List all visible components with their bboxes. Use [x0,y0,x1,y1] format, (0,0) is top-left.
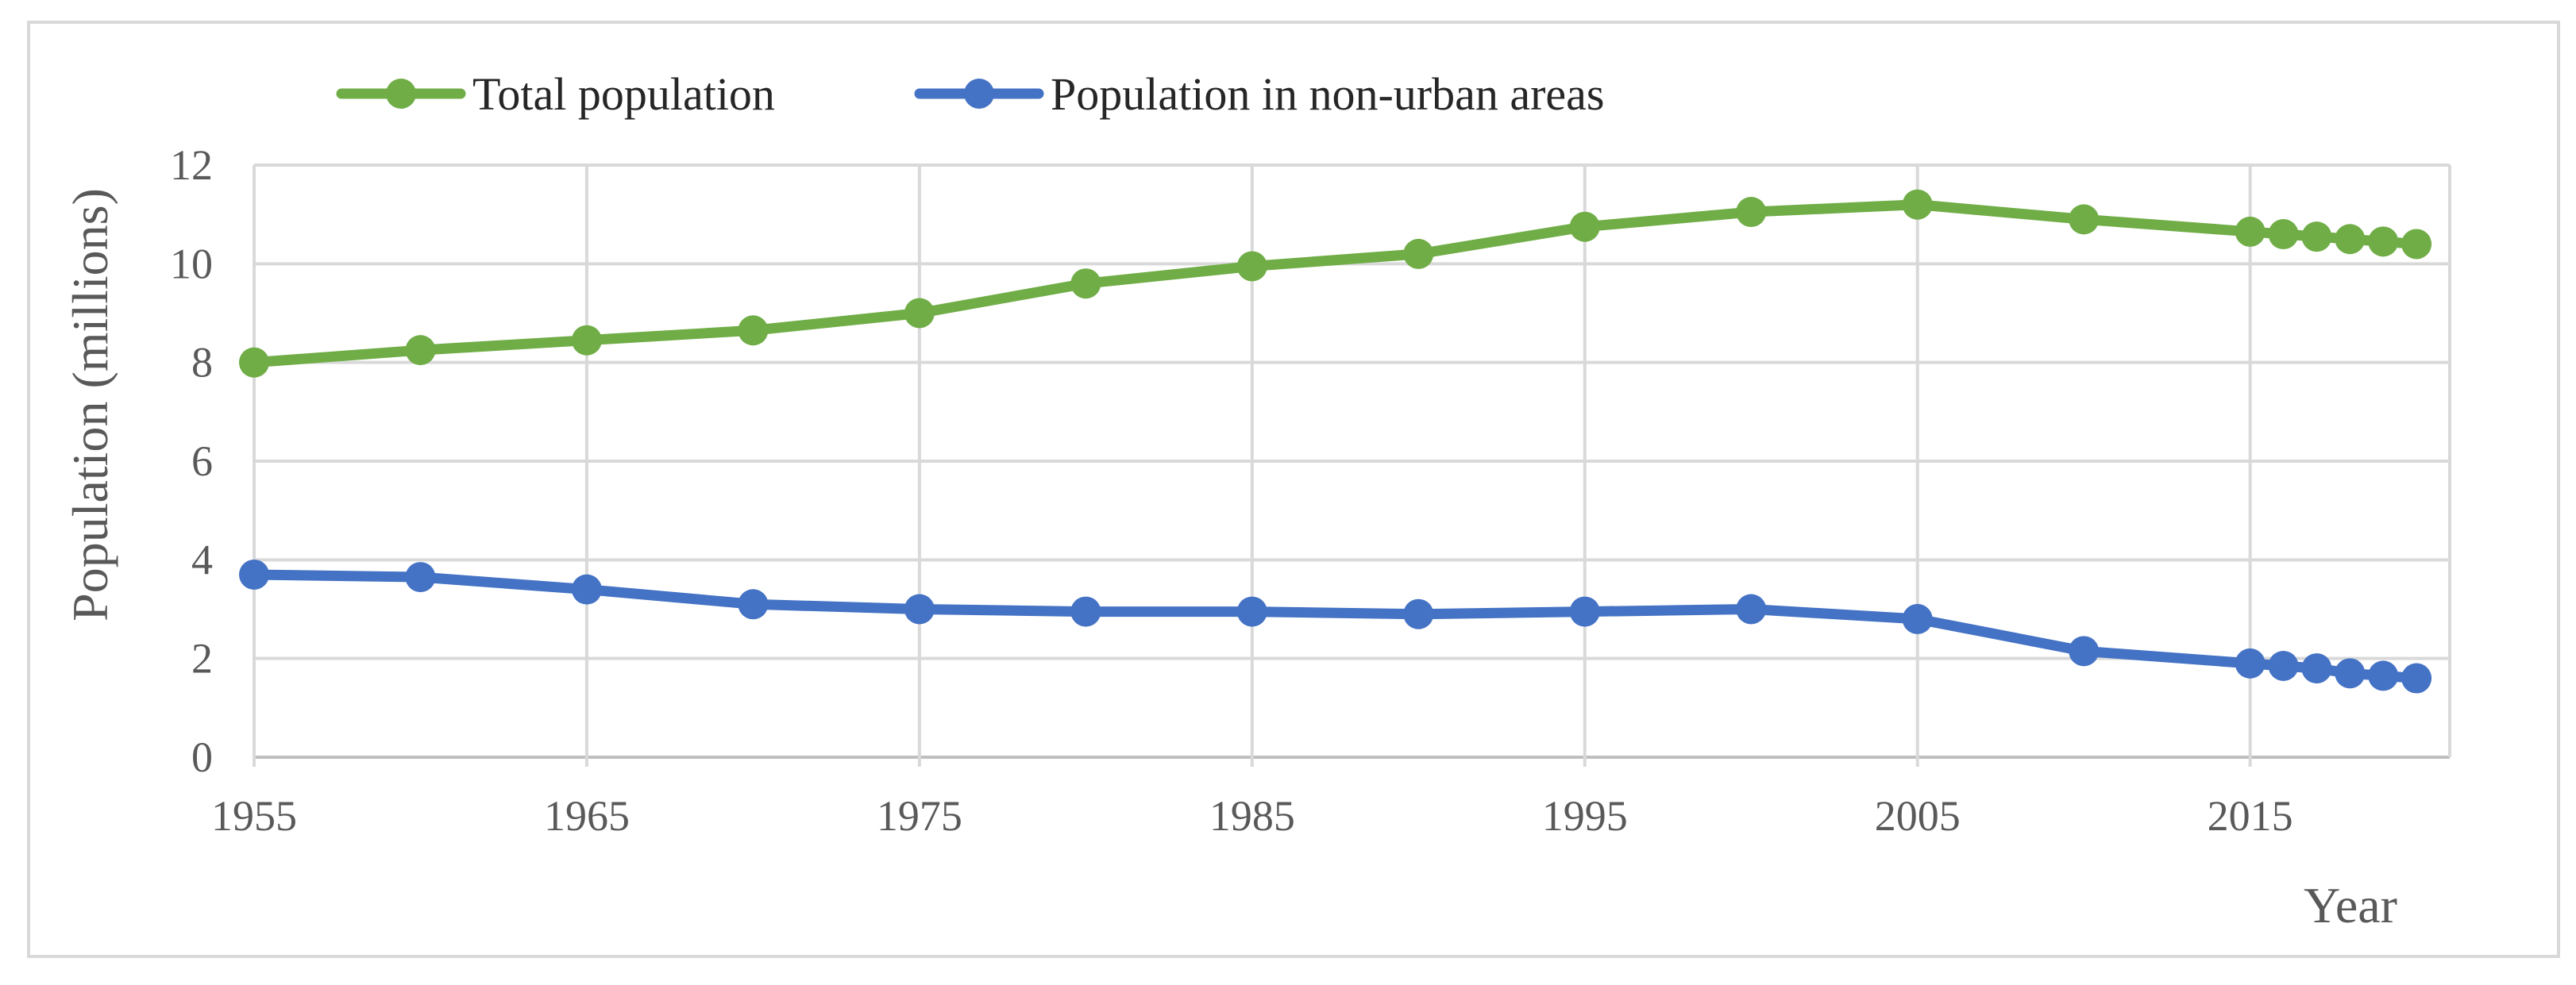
x-tick-label-2015: 2015 [2208,792,2293,840]
data-point-total-population-1995 [1569,211,1600,242]
data-point-total-population-2020 [2401,229,2432,260]
legend-label-population-in-non-urban-areas: Population in non-urban areas [1051,68,1604,120]
x-tick-label-1995: 1995 [1542,792,1628,840]
chart-border [27,21,2560,958]
data-point-total-population-2000 [1736,197,1767,228]
legend-marker-total-population [386,79,416,109]
x-axis-title: Year [2304,877,2397,933]
data-point-population-in-non-urban-areas-1980 [1070,596,1101,627]
data-point-total-population-2018 [2335,224,2366,255]
data-point-population-in-non-urban-areas-1995 [1569,596,1600,627]
y-tick-label-2: 2 [191,635,213,683]
series-layer [239,189,2432,694]
data-point-population-in-non-urban-areas-2010 [2069,636,2100,667]
y-tick-label-0: 0 [191,733,213,781]
data-point-population-in-non-urban-areas-2005 [1902,603,1933,634]
data-point-population-in-non-urban-areas-1960 [405,562,436,593]
data-point-population-in-non-urban-areas-2015 [2235,648,2266,679]
axes: 0 2 4 6 8 10 12 1955 1965 1975 1985 1995 2005 2015 [170,141,2293,840]
data-point-population-in-non-urban-areas-2018 [2335,658,2366,689]
legend-marker-population-in-non-urban-areas [964,79,994,109]
data-point-population-in-non-urban-areas-1965 [571,574,602,605]
data-point-total-population-2016 [2268,219,2299,250]
data-point-population-in-non-urban-areas-2020 [2401,663,2432,694]
y-tick-label-10: 10 [170,240,213,287]
data-point-population-in-non-urban-areas-1955 [239,559,269,590]
data-point-total-population-2010 [2069,204,2100,235]
data-point-population-in-non-urban-areas-1975 [904,594,935,625]
data-point-population-in-non-urban-areas-2017 [2301,653,2332,684]
x-tick-label-2005: 2005 [1875,792,1961,840]
x-tick-label-1975: 1975 [877,792,962,840]
legend: Total population Population in non-urban … [336,68,1604,120]
y-axis-title: Population (millions) [62,188,118,621]
data-point-total-population-2017 [2301,221,2332,252]
y-tick-label-6: 6 [191,437,213,485]
data-point-population-in-non-urban-areas-2016 [2268,650,2299,681]
x-tick-label-1955: 1955 [211,792,297,840]
data-point-total-population-2015 [2235,216,2266,247]
y-tick-label-12: 12 [170,141,213,189]
data-point-total-population-1985 [1236,251,1267,282]
data-point-population-in-non-urban-areas-2000 [1736,594,1767,625]
data-point-population-in-non-urban-areas-1985 [1236,596,1267,627]
data-point-total-population-2019 [2368,226,2399,257]
data-point-population-in-non-urban-areas-1990 [1403,598,1434,629]
legend-label-total-population: Total population [472,68,775,120]
gridlines [253,164,2451,767]
x-tick-label-1985: 1985 [1209,792,1295,840]
data-point-population-in-non-urban-areas-1970 [738,589,769,620]
y-tick-label-4: 4 [191,536,213,583]
data-point-total-population-1980 [1070,268,1101,299]
y-tick-label-8: 8 [191,339,213,387]
data-point-total-population-1970 [738,315,769,346]
data-point-population-in-non-urban-areas-2019 [2368,660,2399,691]
data-point-total-population-1965 [571,325,602,356]
data-point-total-population-1990 [1403,238,1434,269]
data-point-total-population-1955 [239,347,269,378]
data-point-total-population-1975 [904,298,935,329]
x-tick-label-1965: 1965 [544,792,630,840]
data-point-total-population-1960 [405,335,436,366]
data-point-total-population-2005 [1902,189,1933,220]
